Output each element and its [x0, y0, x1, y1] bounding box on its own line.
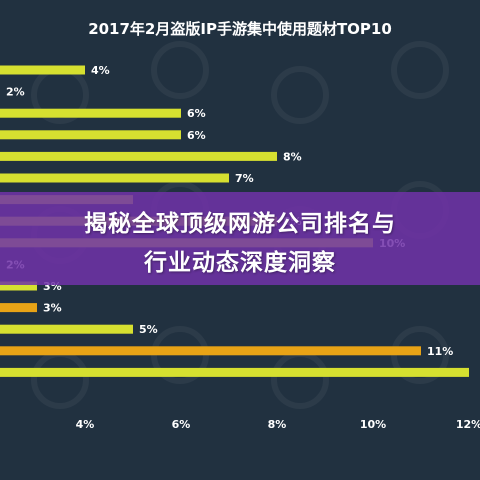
- bar: [0, 303, 37, 313]
- x-axis-ticks: 4% 6% 8% 10% 12%: [76, 418, 480, 431]
- bar: [0, 346, 421, 356]
- bar: [0, 173, 229, 183]
- x-tick-label: 6%: [172, 418, 191, 431]
- bar-value-label: 5%: [139, 323, 158, 336]
- watermark-mark: [151, 41, 209, 99]
- bar-value-label: 3%: [43, 302, 62, 315]
- x-tick-label: 8%: [268, 418, 287, 431]
- overlay-banner: [0, 192, 480, 285]
- banner-headline-line2: 行业动态深度洞察: [144, 250, 336, 276]
- bar: [0, 367, 469, 377]
- bar: [0, 108, 181, 118]
- bar-value-label: 6%: [187, 107, 206, 120]
- watermark-mark: [271, 66, 329, 124]
- bar: [0, 130, 181, 140]
- bar: [0, 65, 85, 75]
- watermark-mark: [271, 351, 329, 409]
- bar: [0, 151, 277, 161]
- bar: [0, 281, 37, 291]
- watermark-mark: [31, 351, 89, 409]
- watermark-mark: [391, 41, 449, 99]
- bar-value-label: 7%: [235, 172, 254, 185]
- bar-value-label: 6%: [187, 129, 206, 142]
- bar-value-label: 2%: [6, 86, 25, 99]
- banner-headline-line1: 揭秘全球顶级网游公司排名与: [84, 211, 396, 237]
- x-tick-label: 4%: [76, 418, 95, 431]
- chart-title: 2017年2月盗版IP手游集中使用题材TOP10: [88, 20, 392, 38]
- bar-value-label: 4%: [91, 64, 110, 77]
- x-tick-label: 12%: [456, 418, 480, 431]
- x-tick-label: 10%: [360, 418, 386, 431]
- bar: [0, 324, 133, 334]
- bar-value-label: 8%: [283, 150, 302, 163]
- bar-value-label: 11%: [427, 345, 453, 358]
